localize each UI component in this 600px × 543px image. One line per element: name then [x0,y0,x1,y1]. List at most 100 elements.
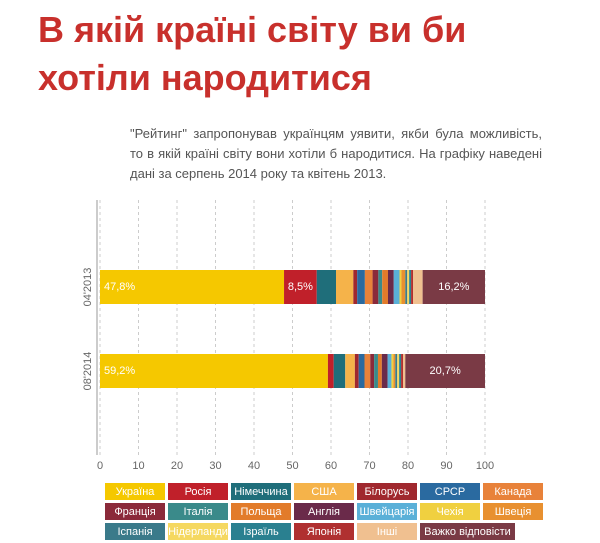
value-label: 20,7% [430,365,461,377]
legend-label: Нідерланди [168,526,228,538]
bar-segment [422,270,485,304]
legend-label: Інші [377,526,397,538]
bar-segment [372,270,379,304]
legend-label: Чехія [436,506,463,518]
legend-label: Білорусь [365,486,410,498]
legend-label: Іспанія [117,526,152,538]
bar-segment [364,354,371,388]
bar-segment [399,354,402,388]
legend-swatch [168,483,228,500]
bar-segment [345,354,355,388]
bar-segment [395,354,398,388]
legend-swatch [231,523,291,540]
legend-swatch [105,503,165,520]
legend-swatch [231,483,291,500]
legend-label: США [311,486,337,498]
bar-segment [377,354,382,388]
legend-label: Важко відповісти [424,526,511,538]
bar-segment [374,354,378,388]
legend-label: Канада [494,486,532,498]
x-tick-label: 10 [132,460,144,472]
x-tick-label: 0 [97,460,103,472]
bar-segment [364,270,373,304]
value-label: 16,2% [438,281,469,293]
value-label: 59,2% [104,365,135,377]
bar-segment [401,270,406,304]
bar-segment [100,270,285,304]
legend-label: СРСР [435,486,465,498]
legend-swatch [357,483,417,500]
legend-swatch [294,483,354,500]
value-label: 8,5% [288,281,313,293]
legend-swatch [483,503,543,520]
legend-label: Франція [114,506,155,518]
bar-segment [357,270,365,304]
legend-label: Німеччина [234,486,288,498]
legend-swatch [357,503,417,520]
x-tick-label: 90 [440,460,452,472]
category-label: 04'2013 [82,268,94,307]
legend-label: Польща [240,506,282,518]
x-tick-label: 50 [286,460,298,472]
bar-segment [387,270,394,304]
x-tick-label: 60 [325,460,337,472]
bar-segment [354,354,359,388]
x-tick-label: 40 [248,460,260,472]
x-tick-label: 70 [363,460,375,472]
category-label: 08'2014 [82,352,94,391]
bar-segment [333,354,346,388]
bar-segment [387,354,392,388]
legend-swatch [420,523,515,540]
bar-segment [413,270,423,304]
bar-segment [336,270,354,304]
bar-segment [402,354,406,388]
x-tick-label: 80 [402,460,414,472]
bar-segment [370,354,375,388]
legend-swatch [168,503,228,520]
bar-segment [401,354,403,388]
bar-segment [391,354,394,388]
bar-segment [382,270,388,304]
bar-segment [381,354,388,388]
bar-segment [397,354,400,388]
bar-segment [358,354,365,388]
legend-swatch [294,503,354,520]
legend-label: Росія [185,486,212,498]
bar-segment [393,354,396,388]
bar-segment [100,354,328,388]
page-title: В якій країні світу ви би хотіли народит… [38,9,467,98]
bar-segment [316,270,337,304]
legend-label: Італія [184,506,213,518]
x-tick-label: 30 [209,460,221,472]
x-tick-label: 20 [171,460,183,472]
bar-segment [378,270,383,304]
bar-segment [327,354,334,388]
bar-segment [409,270,412,304]
bar-segment [405,354,485,388]
legend-swatch [420,483,480,500]
legend-swatch [294,523,354,540]
legend-swatch [420,503,480,520]
legend-swatch [483,483,543,500]
value-label: 47,8% [104,281,135,293]
legend-label: Японія [307,526,342,538]
bar-segment [411,270,414,304]
bar-segment [405,270,408,304]
bar-segment [393,270,400,304]
legend-label: Україна [116,486,156,498]
bar-segment [407,270,410,304]
bar-segment [353,270,358,304]
legend-swatch [357,523,417,540]
bar-segment [399,270,402,304]
legend-label: Швеція [495,506,532,518]
legend-swatch [105,483,165,500]
bar-segment [284,270,317,304]
x-tick-label: 100 [476,460,494,472]
legend-swatch [105,523,165,540]
legend-swatch [231,503,291,520]
legend-label: Ізраїль [243,526,279,538]
legend-swatch [168,523,228,540]
legend-label: Англія [308,506,340,518]
